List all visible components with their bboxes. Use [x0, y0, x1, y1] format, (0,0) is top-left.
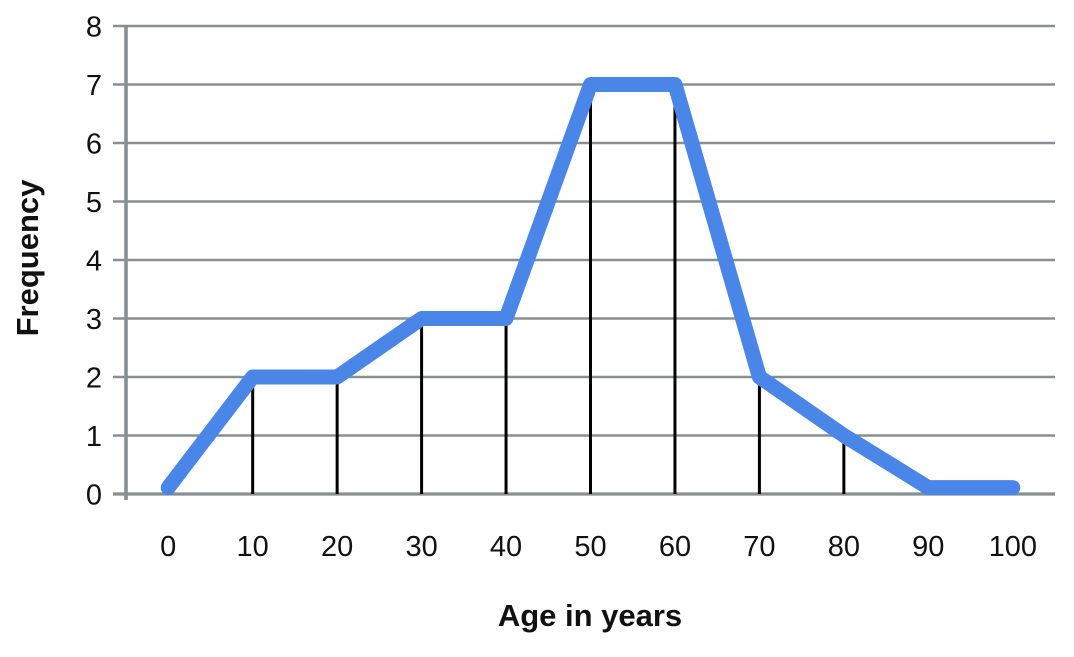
- x-tick-label: 90: [912, 531, 944, 563]
- drop-lines-layer: [251, 84, 846, 494]
- x-tick-label: 50: [574, 531, 606, 563]
- x-tick-label: 60: [659, 531, 691, 563]
- x-tick-label: 10: [237, 531, 269, 563]
- x-tick-label: 40: [490, 531, 522, 563]
- x-tick-label: 20: [321, 531, 353, 563]
- y-tick-label: 1: [86, 421, 102, 453]
- x-tick-label: 70: [743, 531, 775, 563]
- y-tick-label: 0: [86, 480, 102, 512]
- y-tick-label: 6: [86, 129, 102, 161]
- frequency-polygon-line: [160, 77, 1021, 496]
- y-tick-label: 7: [86, 70, 102, 102]
- y-tick-label: 2: [86, 363, 102, 395]
- x-tick-label: 30: [405, 531, 437, 563]
- x-tick-label: 0: [160, 531, 176, 563]
- x-axis-title: Age in years: [498, 598, 682, 633]
- x-tick-label: 100: [989, 531, 1037, 563]
- y-tick-label: 8: [86, 12, 102, 44]
- data-series-layer: [160, 77, 1021, 496]
- y-tick-label: 5: [86, 187, 102, 219]
- y-axis-title: Frequency: [10, 179, 45, 337]
- y-tick-label: 3: [86, 304, 102, 336]
- y-tick-label: 4: [86, 246, 102, 278]
- x-tick-label: 80: [828, 531, 860, 563]
